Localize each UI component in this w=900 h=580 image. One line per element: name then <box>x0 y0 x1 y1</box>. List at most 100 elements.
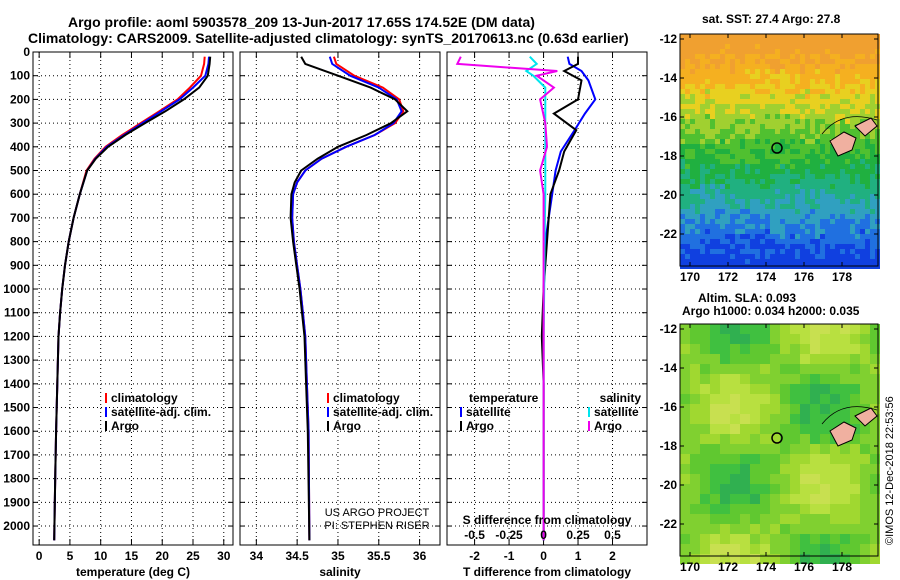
map-cell <box>750 484 760 494</box>
map-cell <box>730 454 740 464</box>
x-tick-label: 0 <box>540 549 547 563</box>
map-cell <box>715 59 720 64</box>
map-cell <box>700 54 705 59</box>
map-cell <box>760 454 770 464</box>
x-tick-label: -2 <box>469 549 480 563</box>
map-cell <box>755 54 760 59</box>
map-cell <box>755 254 760 259</box>
map-cell <box>770 229 775 234</box>
map-cell <box>785 39 790 44</box>
map-cell <box>795 34 800 39</box>
map-cell <box>760 59 765 64</box>
map-cell <box>695 64 700 69</box>
map-cell <box>745 149 750 154</box>
map-cell <box>775 54 780 59</box>
map-cell <box>700 179 705 184</box>
map-cell <box>795 54 800 59</box>
map-cell <box>780 59 785 64</box>
map-cell <box>810 414 820 424</box>
map-cell <box>730 94 735 99</box>
map-cell <box>745 179 750 184</box>
map-cell <box>785 239 790 244</box>
map-cell <box>840 544 850 554</box>
map-cell <box>700 109 705 114</box>
map-cell <box>810 124 815 129</box>
map-cell <box>720 374 730 384</box>
map-cell <box>720 199 725 204</box>
map-cell <box>860 59 865 64</box>
map-cell <box>790 129 795 134</box>
map-cell <box>870 49 875 54</box>
map-cell <box>710 544 720 554</box>
map-cell <box>700 139 705 144</box>
map-cell <box>695 189 700 194</box>
map-cell <box>815 99 820 104</box>
map-cell <box>785 259 790 264</box>
map-cell <box>840 254 845 259</box>
map-cell <box>795 169 800 174</box>
map-cell <box>850 69 855 74</box>
map-cell <box>840 54 845 59</box>
map-cell <box>855 79 860 84</box>
map-cell <box>820 524 830 534</box>
map-cell <box>790 324 800 334</box>
map-cell <box>730 134 735 139</box>
map-cell <box>775 189 780 194</box>
map-cell <box>730 174 735 179</box>
map-cell <box>690 159 695 164</box>
map-cell <box>715 54 720 59</box>
map-cell <box>710 554 720 564</box>
map-cell <box>855 244 860 249</box>
map-cell <box>700 494 710 504</box>
map-cell <box>790 59 795 64</box>
map-cell <box>695 134 700 139</box>
map-cell <box>840 59 845 64</box>
map-cell <box>775 59 780 64</box>
map-cell <box>740 159 745 164</box>
map-cell <box>690 254 695 259</box>
map-cell <box>790 204 795 209</box>
map-cell <box>770 474 780 484</box>
map-cell <box>750 184 755 189</box>
map-cell <box>725 154 730 159</box>
map-cell <box>700 189 705 194</box>
map-cell <box>830 534 840 544</box>
map-cell <box>700 159 705 164</box>
map-cell <box>860 204 865 209</box>
map-cell <box>690 39 695 44</box>
map-cell <box>765 194 770 199</box>
x-tick-label: 25 <box>186 549 200 563</box>
map-cell <box>725 114 730 119</box>
map-cell <box>800 219 805 224</box>
map-cell <box>870 514 880 524</box>
map-cell <box>845 184 850 189</box>
map-cell <box>865 59 870 64</box>
map-cell <box>820 259 825 264</box>
map-cell <box>715 69 720 74</box>
map-cell <box>710 239 715 244</box>
map-cell <box>825 129 830 134</box>
map-cell <box>785 84 790 89</box>
map-cell <box>740 114 745 119</box>
map-cell <box>790 194 795 199</box>
map-cell <box>735 119 740 124</box>
map-cell <box>690 34 695 39</box>
map-cell <box>770 239 775 244</box>
map-cell <box>860 364 870 374</box>
y-tick-label: 1300 <box>3 353 30 367</box>
map-cell <box>750 69 755 74</box>
pi-annotation: PI: STEPHEN RISER <box>324 520 429 532</box>
map-cell <box>685 144 690 149</box>
map-cell <box>770 44 775 49</box>
map-cell <box>765 134 770 139</box>
map-cell <box>680 59 685 64</box>
map-cell <box>710 324 720 334</box>
map-cell <box>695 159 700 164</box>
map-cell <box>845 84 850 89</box>
map-cell <box>730 179 735 184</box>
map-cell <box>820 164 825 169</box>
map-cell <box>750 474 760 484</box>
map-cell <box>690 194 695 199</box>
map-cell <box>780 69 785 74</box>
map-cell <box>830 54 835 59</box>
